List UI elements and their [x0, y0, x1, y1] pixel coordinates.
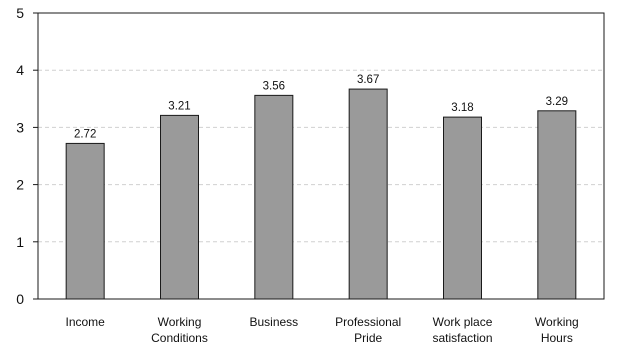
plot-frame	[37, 12, 605, 300]
value-labels: 2.72 3.21 3.56 3.67 3.18 3.29	[74, 74, 568, 140]
bar	[65, 142, 105, 300]
x-tick-label: Working Hours	[535, 315, 579, 345]
data-label: 2.72	[74, 128, 96, 140]
x-tick-label: Professional Pride	[335, 315, 401, 345]
x-tick-label: Working Conditions	[151, 315, 208, 345]
category-labels: Income Working Conditions Business Professio…	[65, 315, 578, 345]
x-tick-label: Business	[249, 315, 298, 329]
bars	[65, 88, 577, 300]
bar	[254, 94, 294, 300]
data-label: 3.29	[546, 96, 568, 108]
bar	[537, 110, 577, 300]
data-label: 3.18	[451, 102, 473, 114]
data-label: 3.56	[263, 80, 285, 92]
y-tick-label: 4	[16, 62, 24, 78]
x-tick-label: Work place satisfaction	[432, 315, 492, 345]
data-label: 3.21	[168, 100, 190, 112]
y-tick-label: 2	[16, 177, 24, 193]
bar	[443, 116, 482, 300]
y-tick-label: 3	[16, 119, 24, 135]
y-tick-label: 1	[16, 234, 24, 250]
gridlines	[38, 69, 604, 243]
y-axis-ticks: 0 1 2 3 4 5	[16, 5, 38, 307]
x-tick-label: Income	[65, 315, 105, 329]
bar	[160, 114, 199, 300]
y-tick-label: 0	[16, 291, 24, 307]
y-tick-label: 5	[16, 5, 24, 21]
data-label: 3.67	[357, 74, 379, 86]
bar	[348, 88, 388, 300]
